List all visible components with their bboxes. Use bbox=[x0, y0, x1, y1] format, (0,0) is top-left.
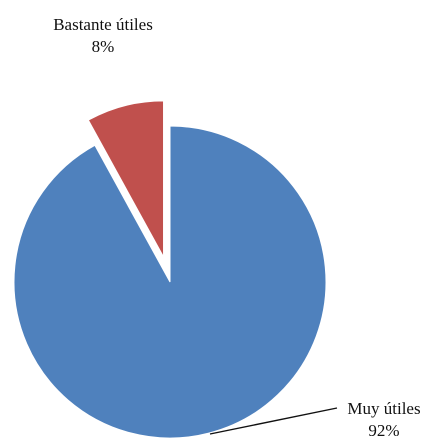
pie-slice-muy-utiles bbox=[13, 125, 327, 439]
pie-slice-bastante-utiles bbox=[87, 100, 165, 258]
label-muy-utiles-name: Muy útiles bbox=[347, 399, 420, 418]
label-bastante-utiles-percent: 8% bbox=[92, 37, 115, 56]
leader-line-muy-utiles bbox=[209, 407, 338, 435]
label-muy-utiles-percent: 92% bbox=[368, 421, 399, 440]
pie-labels: Bastante útiles 8% Muy útiles 92% bbox=[53, 15, 420, 440]
pie-slices bbox=[13, 100, 327, 439]
label-bastante-utiles-name: Bastante útiles bbox=[53, 15, 153, 34]
